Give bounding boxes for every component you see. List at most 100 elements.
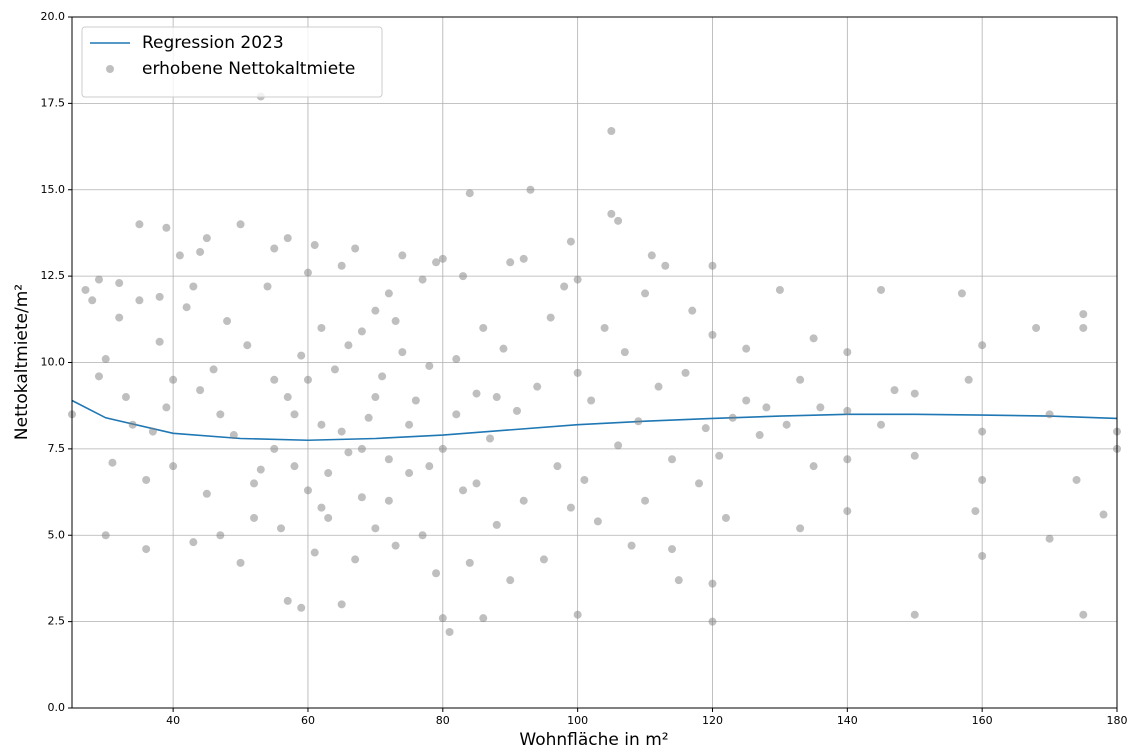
scatter-point bbox=[647, 251, 656, 260]
scatter-point bbox=[108, 458, 117, 467]
scatter-point bbox=[155, 292, 164, 301]
scatter-point bbox=[742, 344, 751, 353]
scatter-point bbox=[182, 303, 191, 312]
scatter-point bbox=[1045, 534, 1054, 543]
scatter-point bbox=[202, 489, 211, 498]
scatter-point bbox=[384, 496, 393, 505]
scatter-point bbox=[526, 185, 535, 194]
scatter-point bbox=[755, 431, 764, 440]
scatter-point bbox=[978, 551, 987, 560]
scatter-point bbox=[303, 375, 312, 384]
scatter-point bbox=[479, 614, 488, 623]
scatter-point bbox=[620, 348, 629, 357]
scatter-point bbox=[250, 479, 259, 488]
y-tick-label: 7.5 bbox=[48, 442, 66, 455]
scatter-point bbox=[506, 576, 515, 585]
scatter-point bbox=[445, 627, 454, 636]
scatter-point bbox=[465, 558, 474, 567]
regression-line bbox=[71, 399, 1118, 442]
scatter-point bbox=[587, 396, 596, 405]
scatter-point bbox=[418, 531, 427, 540]
scatter-point bbox=[459, 272, 468, 281]
scatter-point bbox=[162, 403, 171, 412]
scatter-point bbox=[641, 496, 650, 505]
y-tick-label: 2.5 bbox=[48, 615, 66, 628]
scatter-point bbox=[877, 285, 886, 294]
x-tick-label: 100 bbox=[567, 714, 588, 727]
scatter-point bbox=[94, 275, 103, 284]
scatter-point bbox=[978, 427, 987, 436]
scatter-point bbox=[816, 403, 825, 412]
scatter-point bbox=[270, 444, 279, 453]
scatter-point bbox=[384, 289, 393, 298]
scatter-point bbox=[418, 275, 427, 284]
scatter-point bbox=[634, 417, 643, 426]
scatter-point bbox=[843, 455, 852, 464]
scatter-point bbox=[101, 531, 110, 540]
scatter-point bbox=[256, 465, 265, 474]
scatter-point bbox=[94, 372, 103, 381]
scatter-point bbox=[721, 513, 730, 522]
scatter-point bbox=[351, 555, 360, 564]
scatter-point bbox=[546, 313, 555, 322]
scatter-point bbox=[263, 282, 272, 291]
scatter-point bbox=[782, 420, 791, 429]
scatter-point bbox=[202, 234, 211, 243]
scatter-point bbox=[479, 323, 488, 332]
scatter-point bbox=[175, 251, 184, 260]
scatter-point bbox=[371, 306, 380, 315]
scatter-point bbox=[189, 282, 198, 291]
scatter-point bbox=[411, 396, 420, 405]
scatter-point bbox=[452, 410, 461, 419]
scatter-point bbox=[438, 614, 447, 623]
scatter-point bbox=[297, 603, 306, 612]
y-tick-label: 12.5 bbox=[41, 269, 66, 282]
scatter-point bbox=[425, 462, 434, 471]
scatter-point bbox=[209, 365, 218, 374]
scatter-point bbox=[978, 475, 987, 484]
scatter-point bbox=[324, 469, 333, 478]
scatter-point bbox=[877, 420, 886, 429]
scatter-point bbox=[398, 251, 407, 260]
scatter-point bbox=[121, 393, 130, 402]
scatter-point bbox=[330, 365, 339, 374]
scatter-point bbox=[580, 475, 589, 484]
scatter-point bbox=[566, 503, 575, 512]
scatter-point bbox=[250, 513, 259, 522]
scatter-point bbox=[728, 413, 737, 422]
scatter-point bbox=[351, 244, 360, 253]
scatter-point bbox=[688, 306, 697, 315]
legend-marker bbox=[106, 65, 114, 73]
scatter-point bbox=[627, 541, 636, 550]
scatter-point bbox=[809, 334, 818, 343]
scatter-point bbox=[607, 127, 616, 136]
scatter-point bbox=[155, 337, 164, 346]
scatter-point bbox=[364, 413, 373, 422]
scatter-point bbox=[964, 375, 973, 384]
scatter-point bbox=[593, 517, 602, 526]
scatter-point bbox=[452, 355, 461, 364]
scatter-point bbox=[303, 268, 312, 277]
scatter-point bbox=[843, 406, 852, 415]
scatter-point bbox=[283, 234, 292, 243]
x-tick-label: 40 bbox=[166, 714, 180, 727]
scatter-point bbox=[506, 258, 515, 267]
legend-box bbox=[81, 26, 383, 98]
legend-label: erhobene Nettokaltmiete bbox=[142, 59, 355, 79]
scatter-point bbox=[708, 330, 717, 339]
scatter-point bbox=[809, 462, 818, 471]
scatter-point bbox=[398, 348, 407, 357]
scatter-point bbox=[128, 420, 137, 429]
scatter-point bbox=[148, 427, 157, 436]
scatter-point bbox=[344, 341, 353, 350]
scatter-point bbox=[115, 313, 124, 322]
x-tick-label: 160 bbox=[972, 714, 993, 727]
scatter-point bbox=[290, 462, 299, 471]
scatter-point bbox=[405, 469, 414, 478]
scatter-point bbox=[101, 355, 110, 364]
scatter-point bbox=[600, 323, 609, 332]
scatter-point bbox=[533, 382, 542, 391]
scatter-point bbox=[492, 393, 501, 402]
y-tick-label: 5.0 bbox=[48, 528, 66, 541]
scatter-point bbox=[910, 389, 919, 398]
